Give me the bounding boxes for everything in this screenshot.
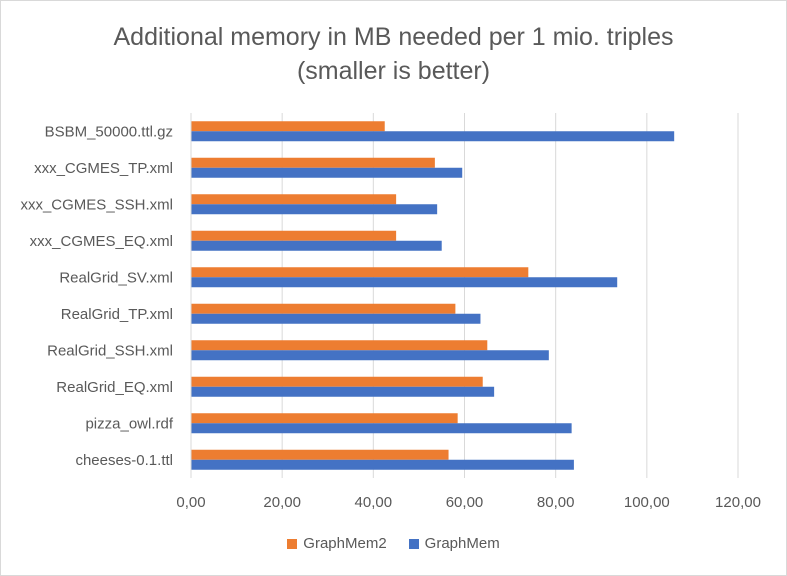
legend-item-graphmem: GraphMem <box>408 535 500 552</box>
y-tick-label: cheeses-0.1.ttl <box>75 452 173 469</box>
bar-graphmem <box>191 350 549 361</box>
y-tick-label: xxx_CGMES_SSH.xml <box>20 196 173 213</box>
bar-graphmem <box>191 313 481 324</box>
y-tick-label: RealGrid_TP.xml <box>61 306 173 323</box>
bar-graphmem <box>191 131 675 142</box>
bar-graphmem <box>191 459 574 470</box>
bar-graphmem2 <box>191 230 397 241</box>
bar-graphmem <box>191 277 618 288</box>
chart-title: Additional memory in MB needed per 1 mio… <box>0 20 787 88</box>
bar-graphmem <box>191 386 495 397</box>
legend-swatch-graphmem <box>408 538 419 549</box>
chart-title-line-2: (smaller is better) <box>296 57 491 85</box>
y-tick-label: BSBM_50000.ttl.gz <box>45 123 173 140</box>
bar-graphmem2 <box>191 449 449 460</box>
legend: GraphMem2 GraphMem <box>0 535 787 552</box>
bar-graphmem2 <box>191 340 488 351</box>
y-tick-label: pizza_owl.rdf <box>85 415 173 432</box>
bar-graphmem2 <box>191 157 435 168</box>
chart-title-line-1: Additional memory in MB needed per 1 mio… <box>113 23 674 51</box>
x-tick-label: 60,00 <box>446 494 484 511</box>
legend-item-graphmem2: GraphMem2 <box>287 535 387 552</box>
x-tick-label: 40,00 <box>355 494 393 511</box>
bar-graphmem2 <box>191 303 456 314</box>
x-tick-label: 20,00 <box>263 494 301 511</box>
legend-label-graphmem2: GraphMem2 <box>303 535 387 552</box>
bar-graphmem <box>191 240 442 251</box>
bar-graphmem <box>191 423 572 434</box>
y-tick-label: xxx_CGMES_TP.xml <box>34 160 173 177</box>
legend-label-graphmem: GraphMem <box>424 535 500 552</box>
bar-graphmem2 <box>191 121 385 132</box>
legend-swatch-graphmem2 <box>287 538 298 549</box>
bar-graphmem <box>191 167 463 178</box>
y-tick-label: RealGrid_SSH.xml <box>47 342 173 359</box>
y-tick-label: xxx_CGMES_EQ.xml <box>30 233 173 250</box>
y-tick-label: RealGrid_SV.xml <box>59 269 173 286</box>
bar-graphmem2 <box>191 194 397 205</box>
bar-graphmem <box>191 204 438 215</box>
x-tick-label: 80,00 <box>537 494 575 511</box>
bar-graphmem2 <box>191 376 483 387</box>
x-tick-label: 100,00 <box>624 494 670 511</box>
bar-graphmem2 <box>191 413 458 424</box>
x-tick-label: 120,00 <box>715 494 761 511</box>
y-tick-label: RealGrid_EQ.xml <box>56 379 173 396</box>
bar-graphmem2 <box>191 267 529 278</box>
x-tick-label: 0,00 <box>176 494 205 511</box>
